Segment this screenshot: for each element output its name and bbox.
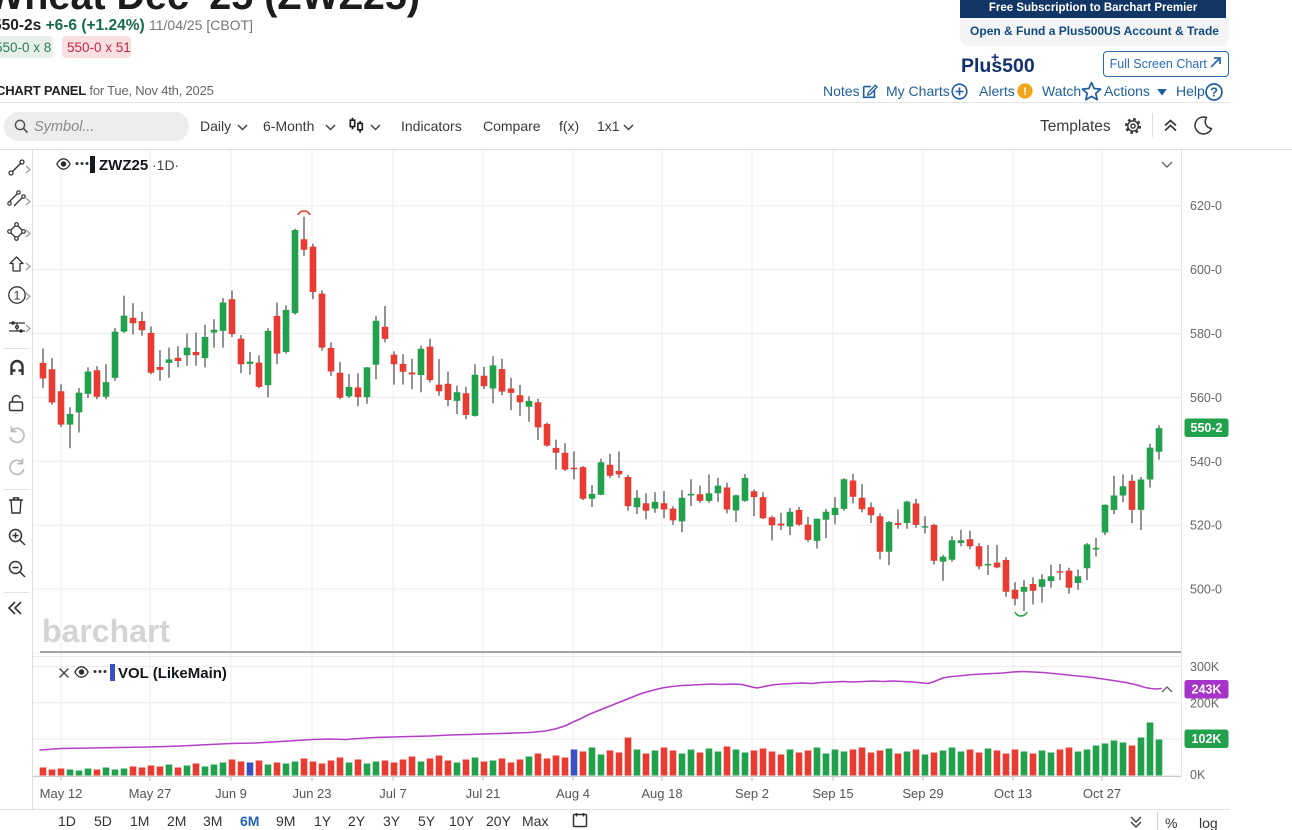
svg-text:Jul 7: Jul 7 xyxy=(379,786,406,801)
svg-text:Jul 21: Jul 21 xyxy=(466,786,501,801)
svg-text:500-0: 500-0 xyxy=(1190,583,1222,597)
svg-text:620-0: 620-0 xyxy=(1190,199,1222,213)
svg-text:Sep 2: Sep 2 xyxy=(735,786,769,801)
svg-text:300K: 300K xyxy=(1190,660,1220,674)
svg-text:May 27: May 27 xyxy=(129,786,172,801)
svg-text:Sep 29: Sep 29 xyxy=(902,786,943,801)
svg-text:Jun 23: Jun 23 xyxy=(292,786,331,801)
svg-text:Aug 4: Aug 4 xyxy=(556,786,590,801)
svg-text:Oct 13: Oct 13 xyxy=(994,786,1032,801)
svg-text:600-0: 600-0 xyxy=(1190,263,1222,277)
svg-text:?: ? xyxy=(1210,85,1218,100)
svg-text:102K: 102K xyxy=(1192,732,1222,746)
svg-text:1: 1 xyxy=(14,289,21,303)
svg-text:560-0: 560-0 xyxy=(1190,391,1222,405)
svg-text:Sep 15: Sep 15 xyxy=(812,786,853,801)
svg-text:200K: 200K xyxy=(1190,696,1220,710)
svg-text:barchart: barchart xyxy=(42,613,170,649)
svg-text:550-2: 550-2 xyxy=(1191,421,1223,435)
svg-text:243K: 243K xyxy=(1192,683,1222,697)
svg-text:Oct 27: Oct 27 xyxy=(1083,786,1121,801)
svg-text:Aug 18: Aug 18 xyxy=(641,786,682,801)
svg-text:0K: 0K xyxy=(1190,768,1206,782)
svg-text:May 12: May 12 xyxy=(40,786,83,801)
svg-text:520-0: 520-0 xyxy=(1190,519,1222,533)
svg-text:Jun 9: Jun 9 xyxy=(215,786,247,801)
svg-text:540-0: 540-0 xyxy=(1190,455,1222,469)
svg-text:580-0: 580-0 xyxy=(1190,327,1222,341)
svg-text:!: ! xyxy=(1023,86,1027,98)
